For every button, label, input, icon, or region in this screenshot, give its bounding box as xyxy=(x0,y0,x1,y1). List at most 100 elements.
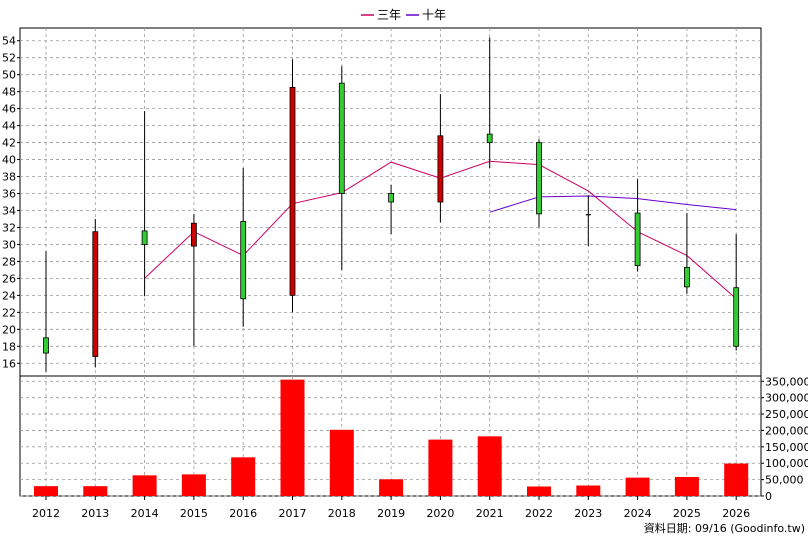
candlestick-2015 xyxy=(190,213,197,347)
price-tick-label: 54 xyxy=(2,35,16,48)
volume-tick-label: 250,000 xyxy=(765,408,808,421)
candle-body xyxy=(536,142,542,215)
candlestick-2023 xyxy=(585,195,591,247)
candle-body xyxy=(388,193,395,203)
candlestick-2020 xyxy=(437,94,444,223)
candlestick-2012 xyxy=(43,251,49,372)
price-tick-label: 24 xyxy=(2,289,16,302)
volume-bar-2013 xyxy=(83,486,108,496)
volume-tick-label: 300,000 xyxy=(765,392,808,405)
year-tick-label: 2022 xyxy=(525,507,553,520)
volume-bar-2017 xyxy=(280,379,305,496)
price-tick-label: 48 xyxy=(2,86,16,99)
candle-body xyxy=(240,221,247,300)
price-tick-label: 36 xyxy=(2,188,16,201)
year-tick-label: 2014 xyxy=(131,507,159,520)
candlestick-2016 xyxy=(240,168,247,327)
candle-body xyxy=(338,82,345,194)
volume-bar-2021 xyxy=(477,436,502,496)
candlestick-2024 xyxy=(634,179,641,272)
price-tick-label: 40 xyxy=(2,154,16,167)
legend-label-3yr: 三年 xyxy=(377,8,401,22)
candlestick-2021 xyxy=(486,37,493,169)
candle-body xyxy=(43,337,49,354)
volume-tick-label: 200,000 xyxy=(765,424,808,437)
volume-bar-2015 xyxy=(181,474,206,496)
year-tick-label: 2017 xyxy=(279,507,307,520)
price-tick-label: 50 xyxy=(2,69,16,82)
candlestick-2019 xyxy=(388,185,395,235)
candlesticks xyxy=(43,37,740,372)
volume-tick-label: 0 xyxy=(765,490,772,503)
volume-bars xyxy=(34,379,749,496)
candle-body xyxy=(733,287,740,347)
candle-body xyxy=(190,222,197,247)
year-tick-label: 2025 xyxy=(673,507,701,520)
price-tick-label: 44 xyxy=(2,120,16,133)
volume-bar-2024 xyxy=(625,477,650,496)
price-tick-label: 18 xyxy=(2,340,16,353)
price-tick-label: 20 xyxy=(2,323,16,336)
volume-bar-2020 xyxy=(428,439,453,496)
volume-bar-2023 xyxy=(576,485,601,496)
candlestick-2018 xyxy=(338,66,345,270)
price-tick-label: 22 xyxy=(2,306,16,319)
volume-bar-2026 xyxy=(724,463,749,496)
year-axis-labels: 2012 2013 2014 2015 2016 2017 2018 2019 2020 2021… xyxy=(32,496,750,520)
candle-body xyxy=(634,212,641,267)
volume-tick-label: 50,000 xyxy=(765,474,804,487)
price-tick-label: 32 xyxy=(2,221,16,234)
candle-body xyxy=(684,266,690,288)
price-axis-labels: 16 18 20 22 24 26 28 30 32 34 36 38 40 42 44 46 48 50 52 54 xyxy=(2,35,20,370)
volume-bar-2014 xyxy=(132,475,157,496)
year-tick-label: 2021 xyxy=(476,507,504,520)
price-tick-label: 26 xyxy=(2,272,16,285)
volume-tick-label: 150,000 xyxy=(765,441,808,454)
legend: 三年 十年 xyxy=(361,8,446,22)
price-tick-label: 42 xyxy=(2,137,16,150)
year-tick-label: 2013 xyxy=(81,507,109,520)
volume-tick-label: 100,000 xyxy=(765,457,808,470)
volume-tick-label: 350,000 xyxy=(765,375,808,388)
price-tick-label: 34 xyxy=(2,204,16,217)
data-date-note: 資料日期: 09/16 (Goodinfo.tw) xyxy=(644,521,805,535)
legend-label-10yr: 十年 xyxy=(422,8,446,22)
candlestick-2017 xyxy=(289,59,296,313)
candlestick-2013 xyxy=(92,218,99,368)
volume-bar-2025 xyxy=(674,476,699,496)
year-tick-label: 2024 xyxy=(624,507,652,520)
volume-bar-2022 xyxy=(527,486,551,496)
volume-bar-2012 xyxy=(34,486,58,496)
price-tick-label: 52 xyxy=(2,52,16,65)
price-tick-label: 28 xyxy=(2,255,16,268)
candle-body xyxy=(437,135,444,203)
candlestick-2014 xyxy=(141,111,148,297)
candlestick-2026 xyxy=(733,234,740,351)
year-tick-label: 2020 xyxy=(426,507,454,520)
year-tick-label: 2026 xyxy=(722,507,750,520)
price-tick-label: 16 xyxy=(2,357,16,370)
volume-bar-2016 xyxy=(231,457,256,496)
candlestick-2025 xyxy=(684,213,690,294)
year-tick-label: 2012 xyxy=(32,507,60,520)
year-tick-label: 2018 xyxy=(328,507,356,520)
price-tick-label: 38 xyxy=(2,171,16,184)
year-tick-label: 2023 xyxy=(574,507,602,520)
candlestick-2022 xyxy=(536,139,542,228)
candle-body xyxy=(289,87,296,296)
candle-body xyxy=(486,133,493,143)
ma-line-10yr xyxy=(489,195,737,213)
volume-axis-labels: 0 50,000 100,000 150,000 200,000 250,000 300,0… xyxy=(761,375,808,503)
candle-body xyxy=(141,230,148,245)
candle-body xyxy=(92,231,99,357)
price-tick-label: 30 xyxy=(2,238,16,251)
volume-bar-2019 xyxy=(379,479,404,496)
year-tick-label: 2019 xyxy=(377,507,405,520)
price-tick-label: 46 xyxy=(2,103,16,116)
volume-panel xyxy=(19,375,762,497)
volume-bar-2018 xyxy=(329,429,354,496)
year-tick-label: 2015 xyxy=(180,507,208,520)
year-tick-label: 2016 xyxy=(229,507,257,520)
